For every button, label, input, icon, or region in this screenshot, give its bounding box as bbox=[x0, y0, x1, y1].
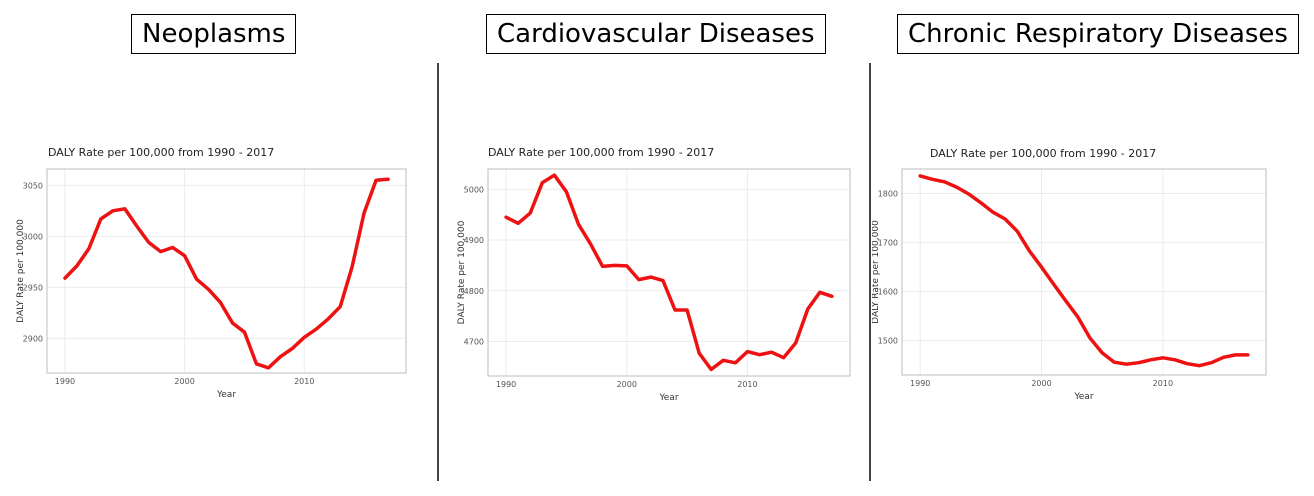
x-tick-label: 1990 bbox=[910, 379, 930, 388]
x-axis-label: Year bbox=[658, 393, 678, 403]
x-tick-label: 2010 bbox=[294, 377, 314, 386]
y-tick-label: 1500 bbox=[878, 337, 898, 346]
x-tick-label: 1990 bbox=[496, 380, 516, 389]
x-tick-label: 2000 bbox=[174, 377, 194, 386]
neoplasms-chart: DALY Rate per 100,000 from 1990 - 2017 29… bbox=[16, 146, 407, 400]
plot-border bbox=[46, 168, 407, 374]
y-tick-label: 5000 bbox=[464, 185, 484, 194]
y-tick-label: 3050 bbox=[23, 181, 43, 190]
y-tick-label: 4900 bbox=[464, 236, 484, 245]
cardiovascular-chart: DALY Rate per 100,000 from 1990 - 2017 47… bbox=[457, 146, 851, 403]
y-tick-label: 3000 bbox=[23, 232, 43, 241]
y-axis-label: DALY Rate per 100,000 bbox=[457, 220, 467, 324]
x-tick-label: 2000 bbox=[617, 380, 637, 389]
respiratory-chart: DALY Rate per 100,000 from 1990 - 2017 15… bbox=[872, 147, 1267, 402]
y-tick-label: 1700 bbox=[878, 239, 898, 248]
x-tick-label: 2010 bbox=[737, 380, 757, 389]
series-line bbox=[504, 173, 834, 372]
series-line bbox=[918, 174, 1250, 368]
y-tick-label: 4800 bbox=[464, 287, 484, 296]
chart-title: DALY Rate per 100,000 from 1990 - 2017 bbox=[930, 147, 1156, 160]
y-axis-label: DALY Rate per 100,000 bbox=[16, 219, 26, 323]
x-axis-label: Year bbox=[216, 390, 236, 400]
plot-border bbox=[487, 168, 851, 377]
panel-title-cardiovascular: Cardiovascular Diseases bbox=[486, 14, 826, 54]
series-line bbox=[63, 177, 390, 370]
x-tick-label: 2010 bbox=[1153, 379, 1173, 388]
panel-title-neoplasms: Neoplasms bbox=[131, 14, 297, 54]
x-tick-label: 2000 bbox=[1031, 379, 1051, 388]
chart-title: DALY Rate per 100,000 from 1990 - 2017 bbox=[48, 146, 274, 159]
y-tick-label: 1800 bbox=[878, 190, 898, 199]
panel-title-respiratory: Chronic Respiratory Diseases bbox=[897, 14, 1299, 54]
x-axis-label: Year bbox=[1073, 392, 1093, 402]
plot-border bbox=[901, 168, 1267, 376]
y-tick-label: 4700 bbox=[464, 338, 484, 347]
y-tick-label: 1600 bbox=[878, 288, 898, 297]
y-tick-label: 2900 bbox=[23, 334, 43, 343]
panel-divider-right bbox=[869, 63, 871, 481]
chart-title: DALY Rate per 100,000 from 1990 - 2017 bbox=[488, 146, 714, 159]
x-tick-label: 1990 bbox=[55, 377, 75, 386]
y-tick-label: 2950 bbox=[23, 283, 43, 292]
panel-divider-left bbox=[437, 63, 439, 481]
y-axis-label: DALY Rate per 100,000 bbox=[872, 220, 881, 324]
